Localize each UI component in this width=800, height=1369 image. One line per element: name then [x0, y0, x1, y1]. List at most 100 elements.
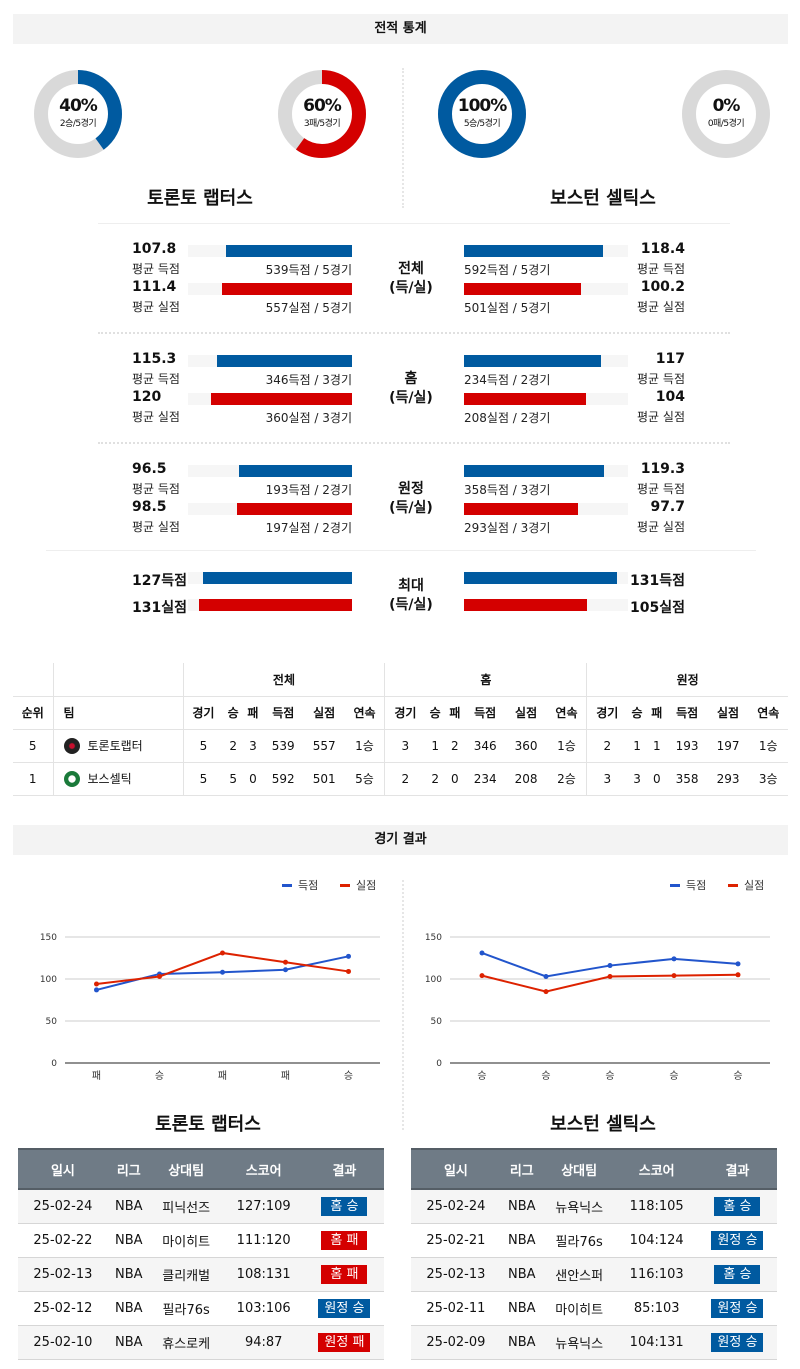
opponent[interactable]: 샌안스퍼: [542, 1257, 616, 1292]
stat-cell: 539: [262, 729, 304, 763]
rank: 5: [13, 729, 53, 763]
result-badge: 원정 승: [711, 1332, 764, 1352]
result-badge: 원정 승: [318, 1298, 371, 1318]
stat-cell: 0: [445, 762, 465, 796]
result-badge: 원정 패: [318, 1332, 371, 1352]
donut-percent: 100%: [457, 96, 508, 116]
opponent[interactable]: 뉴욕닉스: [542, 1325, 616, 1360]
divider: [46, 550, 756, 551]
donut-percent: 60%: [303, 96, 342, 116]
stat-cell: 208: [505, 762, 547, 796]
game-row: 25-02-10 NBA 휴스로케 94:87 원정 패: [18, 1325, 384, 1360]
col-header: 결과: [697, 1148, 777, 1190]
divider: [98, 442, 730, 444]
team-name: 토론토 랩터스: [147, 188, 253, 209]
donut-percent: 40%: [59, 96, 98, 116]
max-for-left: 127득점: [132, 573, 187, 589]
stat-cell: 234: [464, 762, 506, 796]
bar-fill: [203, 572, 352, 584]
x-tick-label: 승: [344, 1070, 353, 1082]
avg-for-label: 평균 득점: [132, 372, 180, 386]
legend-label: 득점: [298, 879, 318, 892]
col-header: 연속: [344, 696, 385, 730]
data-point: [283, 967, 288, 973]
legend-swatch: [282, 884, 292, 887]
game-league: NBA: [107, 1189, 150, 1224]
stat-cell: 193: [666, 729, 708, 763]
col-header: 승: [627, 696, 647, 730]
data-point: [607, 963, 613, 969]
data-point: [671, 956, 677, 962]
bar-track: [464, 465, 628, 477]
avg-against-label: 평균 실점: [637, 410, 685, 424]
game-row: 25-02-12 NBA 필라76s 103:106 원정 승: [18, 1291, 384, 1326]
legend-label: 득점: [686, 879, 706, 892]
col-header: 결과: [304, 1148, 384, 1190]
result-badge: 원정 승: [711, 1298, 764, 1318]
team-name[interactable]: 토론토랩터: [87, 738, 143, 753]
bar-track: [464, 599, 628, 611]
bar-track: [188, 599, 352, 611]
score: 94:87: [222, 1325, 305, 1360]
opponent[interactable]: 필라76s: [542, 1223, 616, 1258]
stat-cell: 358: [666, 762, 708, 796]
rank: 1: [13, 762, 53, 796]
stat-cell: 1: [646, 729, 667, 763]
category-sub: (득/실): [389, 500, 433, 516]
col-header: 득점: [464, 696, 506, 730]
col-header: 패: [445, 696, 465, 730]
opponent[interactable]: 마이히트: [149, 1223, 223, 1258]
stat-cell: 5승: [344, 762, 385, 796]
avg-for-value: 117: [655, 351, 685, 367]
col-header: 상대팀: [542, 1148, 616, 1190]
game-league: NBA: [500, 1223, 543, 1258]
game-league: NBA: [500, 1291, 543, 1326]
for-total-caption: 539득점 / 5경기: [265, 263, 352, 277]
bar-track: [464, 283, 628, 295]
y-tick-label: 0: [51, 1059, 57, 1069]
table-row: 1 보스셀틱 5 5 0 592 501 5승 2 2 0 234 208 2승 3 3 0 358 293 3승: [13, 762, 788, 796]
opponent[interactable]: 마이히트: [542, 1291, 616, 1326]
bar-fill: [464, 283, 582, 295]
col-header: 경기: [182, 696, 224, 730]
bar-fill: [198, 599, 352, 611]
score: 118:105: [615, 1189, 698, 1224]
stat-cell: 1승: [546, 729, 587, 763]
data-point: [346, 953, 351, 959]
opponent[interactable]: 클리캐벌: [149, 1257, 223, 1292]
max-against-right: 105실점: [630, 600, 685, 616]
win-donut: 100% 5승/5경기: [438, 70, 526, 158]
col-header: 경기: [586, 696, 628, 730]
bar-fill: [464, 355, 602, 367]
bar-track: [188, 393, 352, 405]
opponent[interactable]: 휴스로케: [149, 1325, 223, 1360]
x-tick-label: 승: [669, 1070, 678, 1082]
data-point: [94, 987, 99, 993]
col-header: 경기: [384, 696, 426, 730]
stat-cell: 293: [707, 762, 749, 796]
avg-for-value: 119.3: [640, 461, 685, 477]
opponent[interactable]: 피닉선즈: [149, 1189, 223, 1224]
stat-cell: 2: [445, 729, 465, 763]
loss-donut: 0% 0패/5경기: [682, 70, 770, 158]
opponent[interactable]: 뉴욕닉스: [542, 1189, 616, 1224]
game-league: NBA: [500, 1257, 543, 1292]
raptors-logo: [63, 738, 80, 755]
stat-cell: 2: [384, 762, 426, 796]
team-name: 보스턴 셀틱스: [550, 1114, 656, 1135]
category-label: 최대: [398, 578, 424, 594]
team-name[interactable]: 보스셀틱: [87, 771, 132, 786]
game-date: 25-02-10: [18, 1325, 108, 1360]
opponent[interactable]: 필라76s: [149, 1291, 223, 1326]
legend-swatch: [670, 884, 680, 887]
divider: [98, 223, 730, 224]
against-total-caption: 197실점 / 2경기: [265, 521, 352, 535]
stat-cell: 1승: [748, 729, 788, 763]
category-label: 원정: [398, 481, 424, 497]
category-sub: (득/실): [389, 390, 433, 406]
result-badge: 홈 승: [321, 1196, 368, 1216]
game-row: 25-02-13 NBA 샌안스퍼 116:103 홈 승: [411, 1257, 777, 1292]
bar-fill: [464, 599, 587, 611]
result-badge: 홈 패: [321, 1264, 368, 1284]
col-header: 패: [243, 696, 263, 730]
